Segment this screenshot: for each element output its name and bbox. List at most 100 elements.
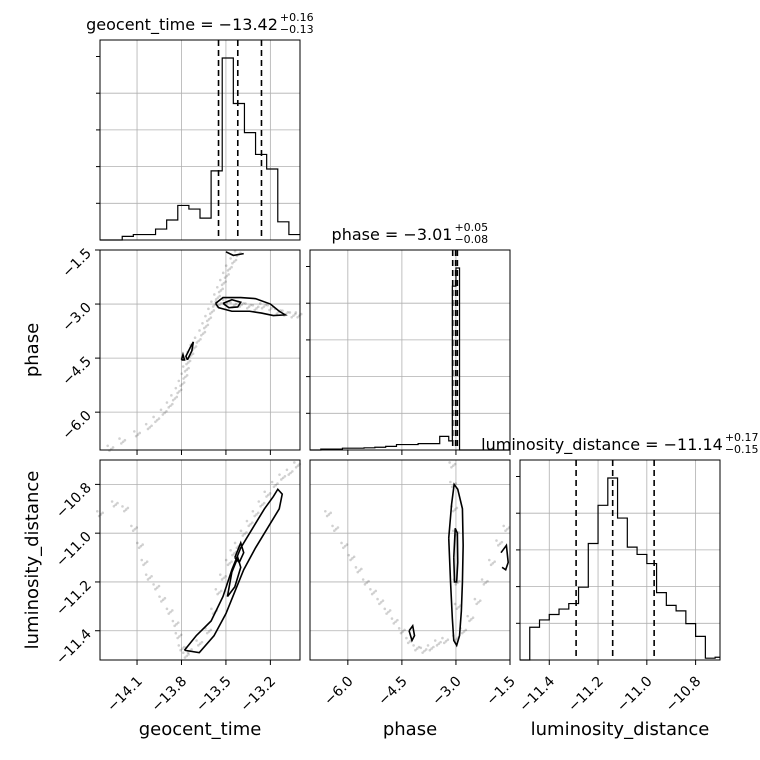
sample-point [204, 314, 207, 318]
contour-phase-luminosity_distance [447, 482, 464, 648]
sample-point [118, 437, 121, 440]
sample-point [203, 330, 207, 334]
sample-point [462, 630, 466, 633]
contour-phase-luminosity_distance [500, 543, 510, 572]
sample-point [244, 302, 247, 305]
sample-point [171, 398, 175, 402]
sample-point [232, 304, 236, 307]
sample-point [270, 480, 274, 484]
sample-point [226, 563, 230, 567]
sample-point [142, 563, 145, 567]
grid-1-1 [310, 250, 510, 450]
sample-point [106, 444, 109, 448]
sample-point [133, 527, 137, 531]
sample-point [112, 505, 116, 508]
sample-point [399, 631, 403, 635]
sample-point [185, 362, 188, 366]
sample-point [251, 509, 255, 513]
sample-point [453, 508, 457, 511]
sample-point [381, 599, 385, 602]
sample-point [347, 553, 351, 557]
sample-point [432, 645, 435, 649]
sample-point [417, 645, 421, 649]
sample-point [148, 576, 152, 580]
panel-geocent_time-vs-phase [99, 249, 301, 451]
panel-phase-vs-luminosity_distance [309, 459, 511, 661]
sample-point [219, 589, 223, 593]
sample-point [334, 527, 338, 531]
sample-point [219, 289, 223, 292]
sample-point [221, 287, 224, 291]
sample-point [276, 482, 279, 485]
sample-point [260, 306, 264, 310]
sample-point [272, 485, 276, 489]
sample-point [144, 573, 148, 576]
sample-point [450, 465, 453, 469]
sample-point [473, 597, 477, 601]
sample-point [258, 302, 262, 305]
sample-point [200, 333, 203, 337]
sample-point [180, 372, 184, 376]
sample-point [486, 579, 489, 583]
sample-point [439, 640, 442, 644]
sample-point [205, 631, 209, 635]
sample-point [224, 264, 228, 267]
sample-point [220, 578, 224, 581]
x-tick-label: −11.4 [516, 673, 558, 715]
sample-point [195, 341, 199, 344]
contour-geocent_time-phase [185, 341, 195, 361]
grid-2-2 [520, 460, 720, 660]
sample-point [146, 427, 150, 431]
sample-point [293, 461, 296, 464]
sample-point [245, 306, 249, 310]
sample-point [446, 638, 450, 641]
sample-point [197, 644, 200, 647]
contour-geocent_time-phase [222, 298, 242, 309]
sample-point [161, 413, 165, 416]
contour-geocent_time-luminosity_distance [183, 487, 284, 654]
sample-point [188, 359, 192, 363]
sample-point [502, 524, 505, 528]
sample-point [219, 301, 223, 305]
sample-point [182, 381, 186, 384]
sample-point [468, 619, 471, 623]
sample-point [199, 337, 202, 341]
sample-point [457, 605, 460, 609]
sample-point [454, 583, 458, 586]
histogram-luminosity_distance [520, 477, 720, 661]
sample-point [296, 464, 300, 467]
sample-point [198, 642, 202, 646]
sample-point [232, 552, 236, 555]
sample-point [419, 646, 423, 650]
sample-point [247, 524, 251, 528]
sample-point [253, 514, 256, 518]
title-minus-geocent_time: −0.13 [280, 23, 314, 36]
sample-point [266, 303, 269, 307]
sample-point [201, 332, 205, 335]
x-tick-label: −14.1 [104, 674, 146, 716]
sample-point [243, 532, 246, 536]
sample-point [408, 639, 412, 643]
sample-point [232, 260, 236, 263]
sample-point [175, 395, 179, 399]
sample-point [289, 471, 292, 475]
grid-2-0 [100, 460, 300, 660]
sample-point [201, 321, 204, 325]
histogram-geocent_time [100, 57, 300, 241]
sample-point [159, 408, 163, 412]
sample-point [160, 600, 163, 603]
sample-point [264, 303, 267, 307]
sample-point [225, 274, 229, 278]
sample-point [292, 314, 295, 317]
x-tick-label: −10.8 [663, 674, 705, 716]
sample-point [505, 527, 509, 531]
sample-point [336, 526, 340, 529]
sample-point [135, 526, 139, 529]
sample-point [361, 578, 365, 581]
grid-2-1 [310, 460, 510, 660]
sample-point [333, 529, 336, 532]
sample-point [296, 315, 299, 319]
sample-point [123, 438, 127, 442]
sample-point [124, 508, 128, 511]
sample-point [255, 513, 258, 516]
